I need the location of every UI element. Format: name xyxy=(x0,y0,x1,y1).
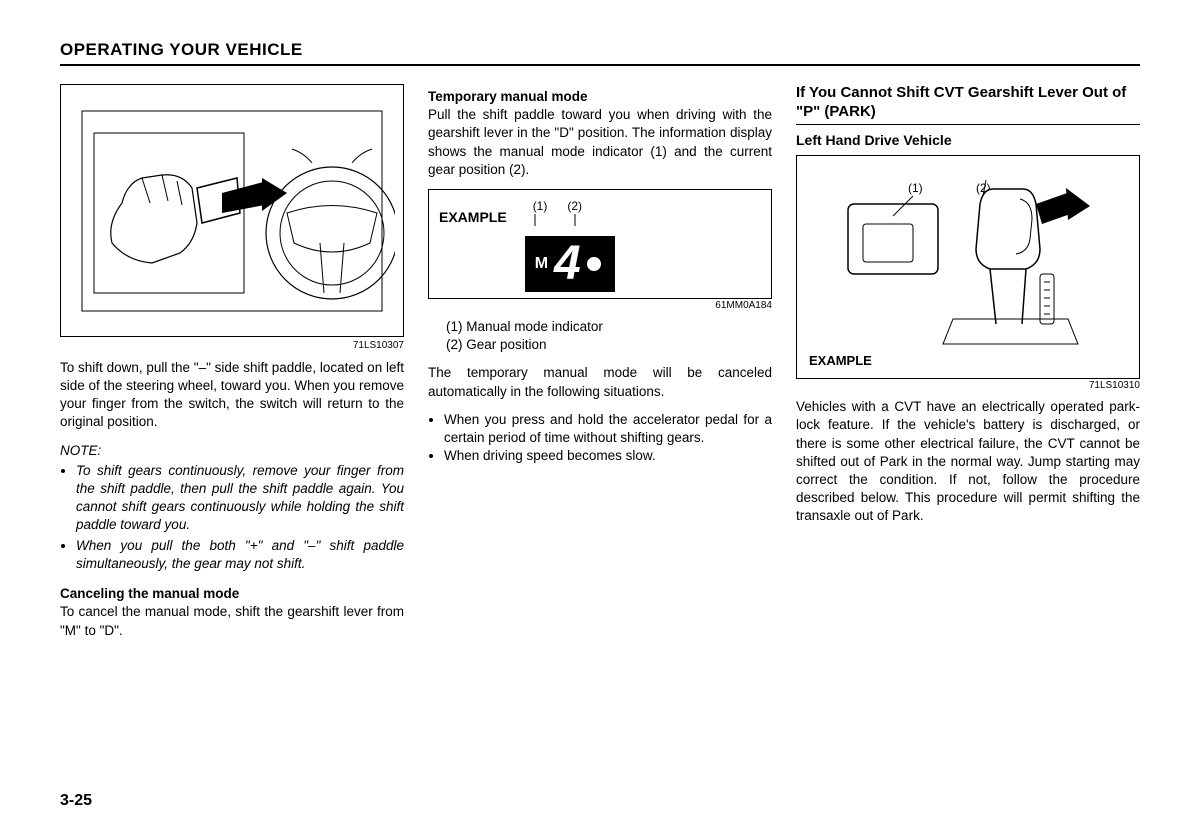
gear-display: M 4 xyxy=(525,236,615,292)
example-label: EXAMPLE xyxy=(439,198,507,227)
temp-mode-heading: Temporary manual mode xyxy=(428,88,772,106)
figure-gearshift: (1) (2) xyxy=(796,155,1140,378)
temp-mode-text: Pull the shift paddle toward you when dr… xyxy=(428,106,772,179)
callout-1-text: (1) xyxy=(908,181,923,195)
column-1: 71LS10307 To shift down, pull the "–" si… xyxy=(60,84,404,650)
dot-icon xyxy=(587,257,601,271)
gearshift-illustration: (1) (2) xyxy=(805,164,1131,364)
note-list: To shift gears continuously, remove your… xyxy=(60,462,404,573)
figure-display-example: EXAMPLE (1) (2) M 4 xyxy=(428,189,772,298)
figure-shift-paddle xyxy=(60,84,404,337)
note-item-2: When you pull the both "+" and "–" shift… xyxy=(76,537,404,573)
legend: (1) Manual mode indicator (2) Gear posit… xyxy=(446,318,772,354)
temp-cancel-intro: The temporary manual mode will be cancel… xyxy=(428,364,772,400)
shift-down-text: To shift down, pull the "–" side shift p… xyxy=(60,359,404,432)
column-3: If You Cannot Shift CVT Gearshift Lever … xyxy=(796,84,1140,650)
bullet-1: When you press and hold the accelerator … xyxy=(444,411,772,447)
column-2: Temporary manual mode Pull the shift pad… xyxy=(428,84,772,650)
cvt-heading: If You Cannot Shift CVT Gearshift Lever … xyxy=(796,84,1140,125)
cancel-text: To cancel the manual mode, shift the gea… xyxy=(60,603,404,639)
page-title: OPERATING YOUR VEHICLE xyxy=(60,40,1140,66)
cancel-heading: Canceling the manual mode xyxy=(60,585,404,603)
legend-1: (1) Manual mode indicator xyxy=(446,318,772,336)
callout-lines-icon xyxy=(525,214,615,228)
cvt-body-text: Vehicles with a CVT have an electrically… xyxy=(796,398,1140,526)
note-item-1: To shift gears continuously, remove your… xyxy=(76,462,404,535)
temp-cancel-list: When you press and hold the accelerator … xyxy=(428,411,772,466)
note-label: NOTE: xyxy=(60,442,404,460)
lhd-heading: Left Hand Drive Vehicle xyxy=(796,131,1140,150)
page-number: 3-25 xyxy=(60,792,92,810)
legend-2: (2) Gear position xyxy=(446,336,772,354)
figure-code-3: 71LS10310 xyxy=(796,379,1140,393)
callout-1: (1) xyxy=(533,198,548,214)
steering-paddle-illustration xyxy=(69,93,395,323)
figure-code-2: 61MM0A184 xyxy=(428,299,772,313)
manual-indicator: M xyxy=(535,253,548,275)
bullet-2: When driving speed becomes slow. xyxy=(444,447,772,465)
content-columns: 71LS10307 To shift down, pull the "–" si… xyxy=(60,84,1140,650)
figure-code-1: 71LS10307 xyxy=(60,339,404,353)
gear-number: 4 xyxy=(554,240,581,288)
example-label-3: EXAMPLE xyxy=(809,352,872,370)
callout-2: (2) xyxy=(567,198,582,214)
